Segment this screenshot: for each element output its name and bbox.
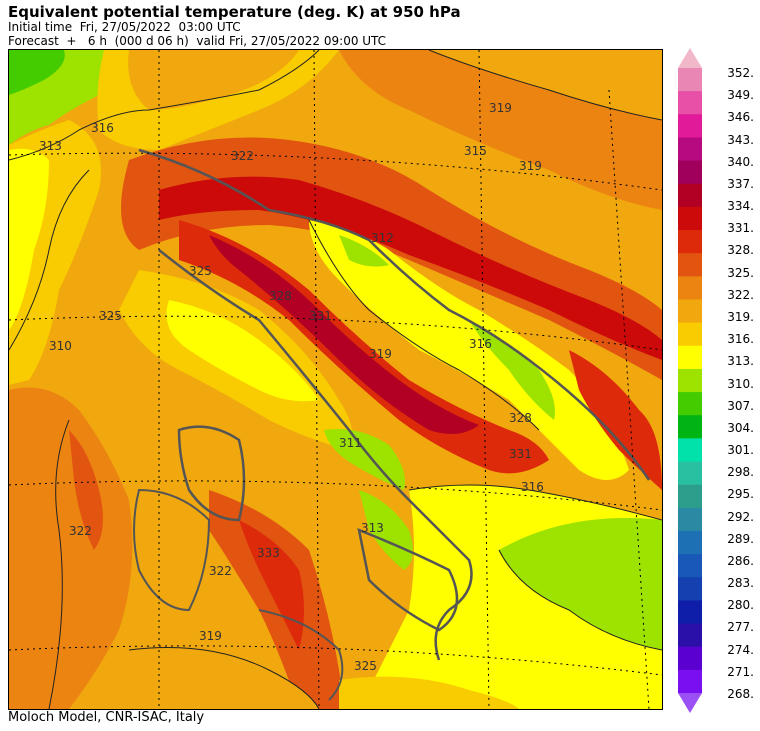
color-swatch bbox=[678, 276, 702, 300]
color-scale-label: 301. bbox=[727, 443, 754, 458]
color-scale-label: 313. bbox=[727, 354, 754, 369]
contour-label: 319 bbox=[199, 629, 222, 643]
color-swatch bbox=[678, 206, 702, 231]
color-scale-label: 286. bbox=[727, 553, 754, 568]
contour-label: 316 bbox=[91, 121, 114, 135]
temperature-map: 316 313 319 322 325 328 331 310 312 315 … bbox=[8, 49, 663, 710]
contour-label: 319 bbox=[369, 347, 392, 361]
color-swatch bbox=[678, 577, 702, 601]
color-swatch bbox=[678, 48, 702, 68]
color-swatch bbox=[678, 137, 702, 162]
contour-label: 331 bbox=[509, 447, 532, 461]
color-scale-label: 274. bbox=[727, 642, 754, 657]
color-scale-label: 319. bbox=[727, 309, 754, 324]
color-swatch bbox=[678, 230, 702, 254]
color-swatch bbox=[678, 669, 702, 694]
color-scale-label: 349. bbox=[727, 88, 754, 103]
contour-label: 325 bbox=[99, 309, 122, 323]
color-scale-label: 283. bbox=[727, 576, 754, 591]
contour-label: 311 bbox=[339, 436, 362, 450]
contour-label: 313 bbox=[39, 139, 62, 153]
contour-label: 319 bbox=[519, 159, 542, 173]
color-swatch bbox=[678, 484, 702, 509]
color-scale-label: 331. bbox=[727, 221, 754, 236]
contour-label: 322 bbox=[69, 524, 92, 538]
contour-label: 331 bbox=[309, 309, 332, 323]
color-scale-label: 298. bbox=[727, 465, 754, 480]
contour-label: 319 bbox=[489, 101, 512, 115]
color-scale-label: 334. bbox=[727, 199, 754, 214]
color-swatch bbox=[678, 600, 702, 625]
contour-label: 310 bbox=[49, 339, 72, 353]
color-swatch bbox=[678, 114, 702, 138]
color-scale-label: 340. bbox=[727, 154, 754, 169]
color-scale-label: 277. bbox=[727, 620, 754, 635]
color-swatch bbox=[678, 438, 702, 463]
color-swatch bbox=[678, 253, 702, 277]
color-scale-label: 280. bbox=[727, 598, 754, 613]
color-scale-swatches bbox=[678, 48, 702, 713]
contour-label: 333 bbox=[257, 546, 280, 560]
color-scale-label: 337. bbox=[727, 176, 754, 191]
forecast-valid-time: Forecast + 6 h (000 d 06 h) valid Fri, 2… bbox=[8, 34, 387, 48]
color-swatch bbox=[678, 392, 702, 416]
color-scale-label: 322. bbox=[727, 287, 754, 302]
color-swatch bbox=[678, 183, 702, 208]
color-swatch bbox=[678, 68, 702, 92]
color-swatch bbox=[678, 91, 702, 115]
contour-label: 325 bbox=[189, 264, 212, 278]
initial-time: Initial time Fri, 27/05/2022 03:00 UTC bbox=[8, 20, 241, 34]
color-swatch bbox=[678, 322, 702, 347]
color-swatch bbox=[678, 693, 702, 713]
model-credit: Moloch Model, CNR-ISAC, Italy bbox=[8, 710, 205, 725]
color-scale-label: 325. bbox=[727, 265, 754, 280]
color-scale-label: 295. bbox=[727, 487, 754, 502]
contour-label: 313 bbox=[361, 521, 384, 535]
color-scale-bar bbox=[678, 48, 702, 713]
color-scale-label: 316. bbox=[727, 332, 754, 347]
color-scale-label: 268. bbox=[727, 687, 754, 701]
contour-label: 328 bbox=[509, 411, 532, 425]
chart-title: Equivalent potential temperature (deg. K… bbox=[8, 3, 461, 21]
color-swatch bbox=[678, 646, 702, 671]
contour-label: 322 bbox=[209, 564, 232, 578]
color-swatch bbox=[678, 530, 702, 555]
color-swatch bbox=[678, 461, 702, 486]
color-swatch bbox=[678, 554, 702, 578]
color-swatch bbox=[678, 160, 702, 185]
color-scale-label: 304. bbox=[727, 420, 754, 435]
contour-label: 328 bbox=[269, 289, 292, 303]
color-scale-label: 328. bbox=[727, 243, 754, 258]
contour-label: 315 bbox=[464, 144, 487, 158]
color-scale-label: 292. bbox=[727, 509, 754, 524]
color-scale-label: 289. bbox=[727, 531, 754, 546]
contour-label: 325 bbox=[354, 659, 377, 673]
color-swatch bbox=[678, 345, 702, 370]
color-swatch bbox=[678, 368, 702, 393]
contour-label: 312 bbox=[371, 231, 394, 245]
color-swatch bbox=[678, 299, 702, 324]
color-swatch bbox=[678, 623, 702, 648]
contour-label: 316 bbox=[469, 337, 492, 351]
color-swatch bbox=[678, 507, 702, 532]
color-scale-label: 271. bbox=[727, 664, 754, 679]
contour-label: 322 bbox=[231, 149, 254, 163]
color-swatch bbox=[678, 415, 702, 439]
color-scale-label: 343. bbox=[727, 132, 754, 147]
color-scale-label: 346. bbox=[727, 110, 754, 125]
color-scale-label: 352. bbox=[727, 66, 754, 80]
color-scale-labels: 352. 349. 346. 343. 340. 337. 334. 331. 328. 325.… bbox=[716, 0, 760, 731]
color-scale-label: 307. bbox=[727, 398, 754, 413]
contour-label: 316 bbox=[521, 480, 544, 494]
color-scale-label: 310. bbox=[727, 376, 754, 391]
map-field: 316 313 319 322 325 328 331 310 312 315 … bbox=[9, 50, 662, 709]
